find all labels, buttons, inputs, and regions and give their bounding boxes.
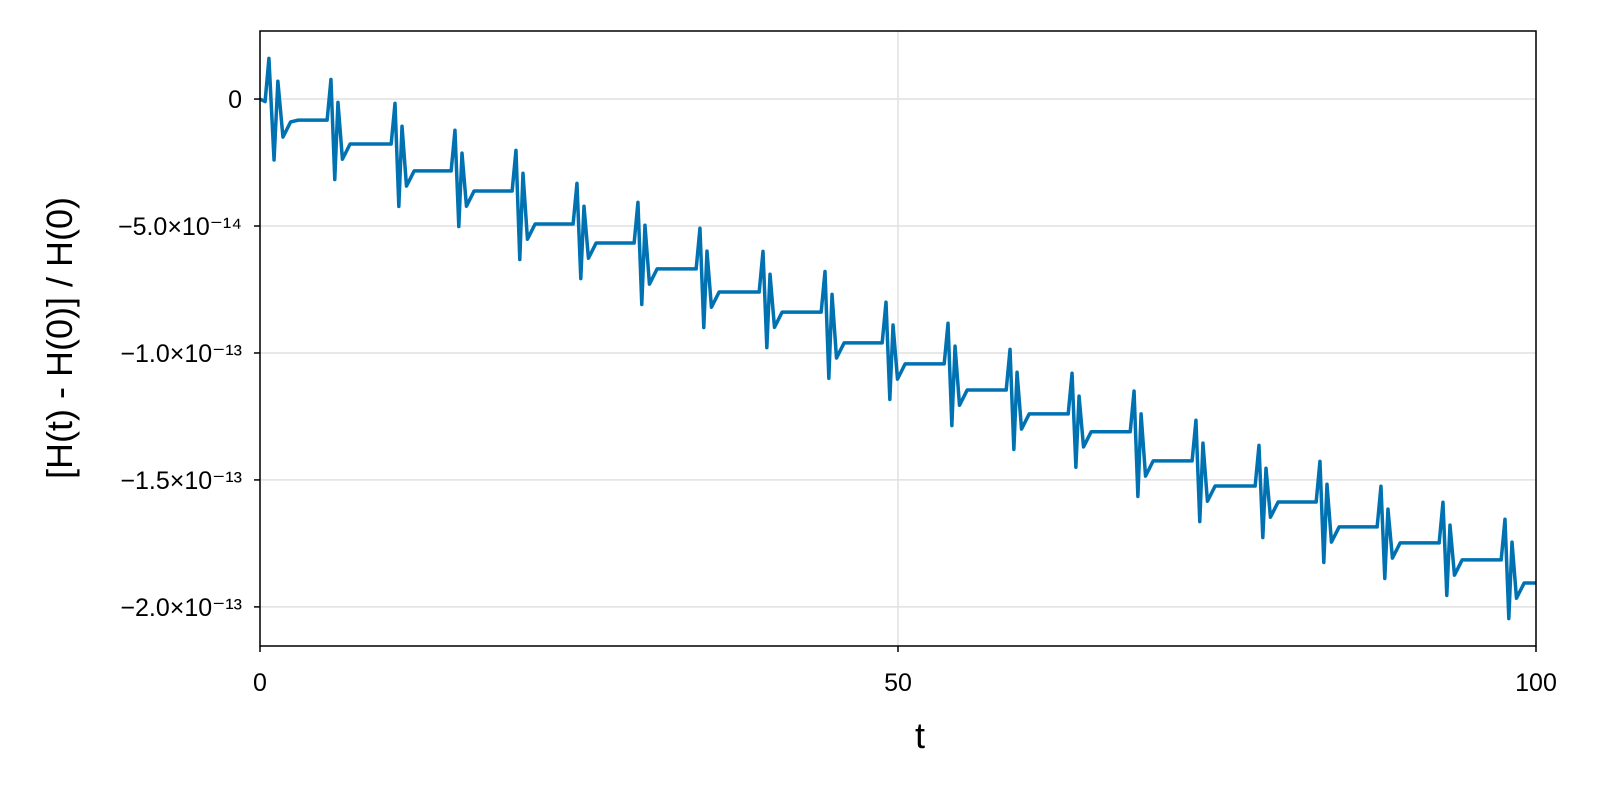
y-axis-label: [H(t) - H(0)] / H(0) <box>39 197 80 479</box>
plot-frame <box>259 30 1537 647</box>
x-tick-label: 0 <box>253 669 267 697</box>
y-tick-label: −1.5×10⁻¹³ <box>120 467 242 495</box>
x-tick-label: 50 <box>884 669 912 697</box>
y-tick-label: 0 <box>228 86 242 114</box>
data-line <box>260 56 1536 621</box>
y-tick-label: −1.0×10⁻¹³ <box>120 340 242 368</box>
x-axis-label: t <box>915 715 925 756</box>
y-tick-label: −2.0×10⁻¹³ <box>120 594 242 622</box>
x-tick-label: 100 <box>1515 669 1557 697</box>
y-tick-label: −5.0×10⁻¹⁴ <box>118 213 242 241</box>
